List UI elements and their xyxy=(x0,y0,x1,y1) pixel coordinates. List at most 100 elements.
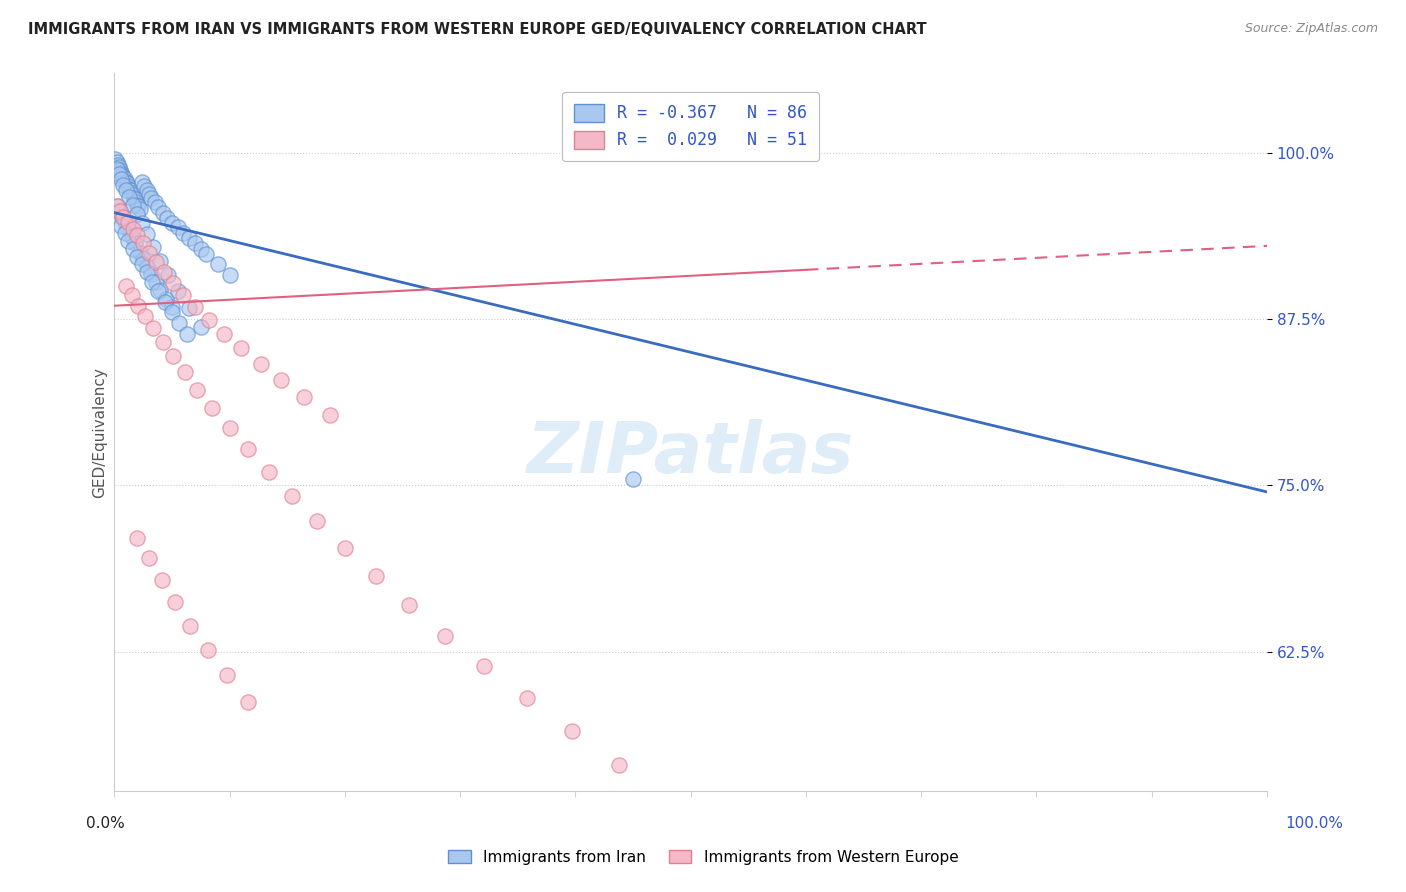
Point xyxy=(108,161,131,175)
Y-axis label: GED/Equivalency: GED/Equivalency xyxy=(93,367,107,498)
Point xyxy=(146,284,169,298)
Point xyxy=(127,207,149,221)
Point xyxy=(104,153,127,167)
Point xyxy=(117,215,139,229)
Point xyxy=(105,199,128,213)
Point xyxy=(127,299,149,313)
Point xyxy=(176,326,198,341)
Point xyxy=(212,326,235,341)
Point xyxy=(105,161,128,176)
Point xyxy=(134,310,156,324)
Point xyxy=(190,242,212,256)
Point xyxy=(125,194,148,209)
Point xyxy=(434,629,457,643)
Point xyxy=(117,179,139,194)
Point xyxy=(236,442,259,457)
Point xyxy=(165,595,187,609)
Point xyxy=(118,189,141,203)
Point xyxy=(105,155,128,169)
Point xyxy=(114,183,136,197)
Point xyxy=(229,341,252,355)
Point xyxy=(149,283,172,297)
Point xyxy=(364,568,387,582)
Point xyxy=(155,292,177,306)
Point xyxy=(294,391,316,405)
Point xyxy=(114,172,136,186)
Point xyxy=(124,236,146,251)
Point xyxy=(111,169,134,183)
Point xyxy=(135,183,157,197)
Point xyxy=(307,514,329,528)
Point xyxy=(135,265,157,279)
Point xyxy=(179,301,201,316)
Point xyxy=(167,316,190,330)
Point xyxy=(145,275,167,289)
Point xyxy=(172,226,194,240)
Point xyxy=(135,227,157,241)
Legend: Immigrants from Iran, Immigrants from Western Europe: Immigrants from Iran, Immigrants from We… xyxy=(441,844,965,871)
Point xyxy=(153,294,176,309)
Point xyxy=(173,365,195,379)
Point xyxy=(138,551,160,566)
Point xyxy=(172,288,194,302)
Point xyxy=(138,186,160,201)
Point xyxy=(217,668,239,682)
Point xyxy=(249,357,271,371)
Point xyxy=(138,245,160,260)
Point xyxy=(149,253,172,268)
Point xyxy=(333,541,356,555)
Point xyxy=(110,219,132,233)
Point xyxy=(141,191,163,205)
Point xyxy=(127,228,149,243)
Point xyxy=(108,167,131,181)
Point xyxy=(218,421,240,435)
Point xyxy=(145,255,167,269)
Point xyxy=(141,267,163,281)
Point xyxy=(152,334,174,349)
Point xyxy=(150,573,173,587)
Point xyxy=(472,659,495,673)
Point xyxy=(107,158,129,172)
Point xyxy=(131,258,153,272)
Point xyxy=(207,258,229,272)
Point xyxy=(166,284,188,298)
Point xyxy=(141,275,163,289)
Point xyxy=(142,321,165,335)
Point xyxy=(132,252,155,267)
Point xyxy=(121,288,143,302)
Point xyxy=(162,349,184,363)
Point xyxy=(110,166,132,180)
Point xyxy=(121,188,143,202)
Point xyxy=(112,210,135,224)
Point xyxy=(112,169,135,184)
Point xyxy=(121,229,143,244)
Point xyxy=(111,210,134,224)
Point xyxy=(179,231,201,245)
Point xyxy=(127,532,149,546)
Point xyxy=(131,216,153,230)
Point xyxy=(218,268,240,282)
Point xyxy=(190,320,212,334)
Point xyxy=(607,757,630,772)
Point xyxy=(184,236,207,251)
Point xyxy=(160,216,183,230)
Text: 100.0%: 100.0% xyxy=(1285,816,1344,830)
Point xyxy=(114,215,136,229)
Point xyxy=(108,204,131,219)
Point xyxy=(121,221,143,235)
Point xyxy=(197,643,219,657)
Point xyxy=(118,182,141,196)
Point xyxy=(128,202,150,216)
Point xyxy=(114,226,136,240)
Text: Source: ZipAtlas.com: Source: ZipAtlas.com xyxy=(1244,22,1378,36)
Point xyxy=(121,197,143,211)
Point xyxy=(157,268,180,282)
Point xyxy=(131,175,153,189)
Point xyxy=(127,197,149,211)
Point xyxy=(319,408,342,422)
Point xyxy=(160,305,183,319)
Point xyxy=(146,200,169,214)
Point xyxy=(134,179,156,194)
Point xyxy=(398,598,420,612)
Point xyxy=(127,199,149,213)
